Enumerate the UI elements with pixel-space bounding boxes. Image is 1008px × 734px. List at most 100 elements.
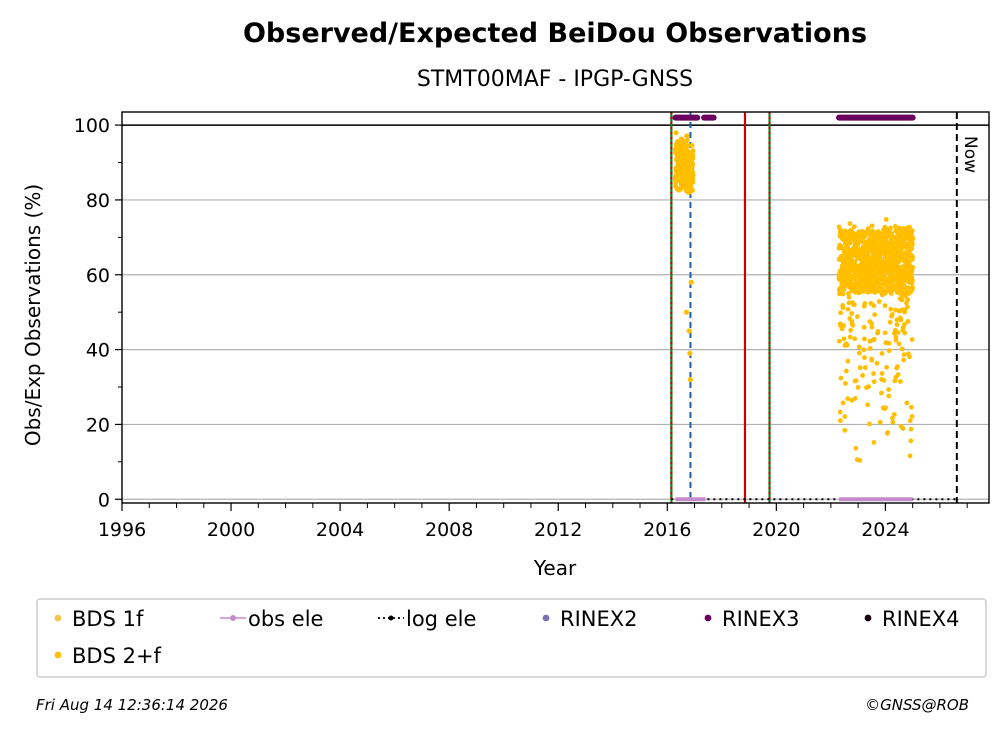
bds-point	[866, 284, 872, 290]
bds-point	[878, 273, 884, 279]
bds-point	[876, 299, 882, 304]
y-tick-label: 80	[86, 190, 110, 212]
bds-point	[678, 136, 684, 142]
bds-point	[845, 306, 851, 312]
bds-point	[901, 357, 907, 363]
bds-point	[871, 379, 877, 385]
legend-box	[36, 598, 987, 678]
bds-point	[909, 337, 915, 342]
bds-point	[837, 321, 843, 327]
bds-point	[865, 226, 871, 232]
bds-point	[908, 426, 914, 432]
bds-point	[886, 348, 892, 354]
bds-point	[680, 143, 687, 149]
bds-point	[900, 225, 906, 231]
bds-point	[893, 307, 898, 313]
bds-point	[872, 237, 878, 243]
bds-point	[856, 344, 862, 350]
bds-point	[901, 277, 907, 283]
bds-point	[891, 411, 897, 417]
bds-point	[680, 174, 686, 181]
bds-point	[837, 230, 843, 236]
bds-point	[840, 291, 846, 297]
x-tick-label: 2016	[643, 519, 691, 541]
bds-point	[879, 350, 885, 356]
bds-point	[894, 242, 900, 248]
bds-point	[837, 409, 843, 415]
bds-point	[676, 140, 683, 147]
bds-point	[864, 230, 870, 236]
bds-point	[839, 280, 845, 286]
bds-point	[838, 310, 844, 316]
bds-point	[853, 445, 859, 451]
legend-swatch	[230, 615, 236, 621]
bds-point	[874, 360, 880, 366]
bds-point	[892, 245, 898, 251]
bds-point	[873, 277, 879, 283]
y-tick-label: 60	[86, 265, 110, 287]
legend-swatch	[388, 615, 394, 621]
bds-point	[680, 170, 686, 176]
bds-point	[896, 308, 902, 314]
legend-swatch	[704, 614, 712, 622]
bds-point	[854, 256, 860, 262]
bds-point	[878, 269, 884, 275]
chart-title: Observed/Expected BeiDou Observations	[243, 18, 867, 49]
bds-point	[893, 334, 899, 340]
bds-point	[849, 397, 855, 403]
bds-point	[689, 177, 695, 183]
bds-point	[683, 309, 690, 315]
bds-point	[869, 320, 874, 326]
bds-point	[867, 421, 872, 427]
bds-point	[900, 307, 906, 313]
bds-point	[847, 316, 853, 321]
bds-point	[846, 264, 852, 270]
bds-point	[848, 227, 854, 233]
bds-point	[892, 286, 898, 292]
bds-point	[882, 303, 888, 309]
bds-point	[884, 364, 889, 370]
bds-point	[900, 426, 906, 431]
bds-point	[893, 277, 899, 283]
bds-point	[867, 338, 873, 344]
bds-point	[886, 254, 892, 260]
bds-point	[909, 280, 915, 286]
legend-swatch	[54, 614, 62, 622]
footer-copyright: ©GNSS@ROB	[865, 696, 969, 714]
bds-point	[847, 273, 853, 279]
bds-point	[900, 282, 906, 288]
bds-point	[886, 387, 892, 392]
bds-point	[847, 221, 853, 226]
bds-point	[880, 405, 886, 411]
bds-point	[848, 327, 854, 333]
bds-point	[879, 240, 885, 246]
y-tick-label: 20	[86, 414, 110, 436]
bds-point	[897, 296, 903, 302]
bds-point	[872, 312, 878, 318]
x-tick-label: 2024	[861, 519, 909, 541]
bds-point	[886, 281, 892, 287]
bds-point	[861, 243, 867, 249]
bds-point	[897, 244, 903, 250]
plot-frame	[121, 111, 990, 504]
bds-point	[846, 300, 852, 306]
y-tick-label: 40	[86, 340, 110, 362]
bds-point	[842, 427, 848, 433]
bds-point	[689, 142, 695, 149]
bds-point	[906, 351, 911, 357]
bds-point	[869, 223, 875, 229]
bds-point	[895, 330, 901, 335]
bds-point	[891, 330, 897, 336]
bds-point	[676, 187, 682, 193]
bds-point	[872, 273, 878, 279]
bds-point	[898, 229, 904, 235]
y-tick-label: 0	[98, 489, 110, 511]
bds-point	[898, 317, 904, 323]
bds-point	[890, 415, 895, 421]
bds-point	[854, 243, 860, 249]
bds-point	[847, 334, 853, 340]
bds-point	[887, 233, 893, 239]
bds-point	[904, 300, 909, 306]
bds-point	[905, 319, 911, 324]
